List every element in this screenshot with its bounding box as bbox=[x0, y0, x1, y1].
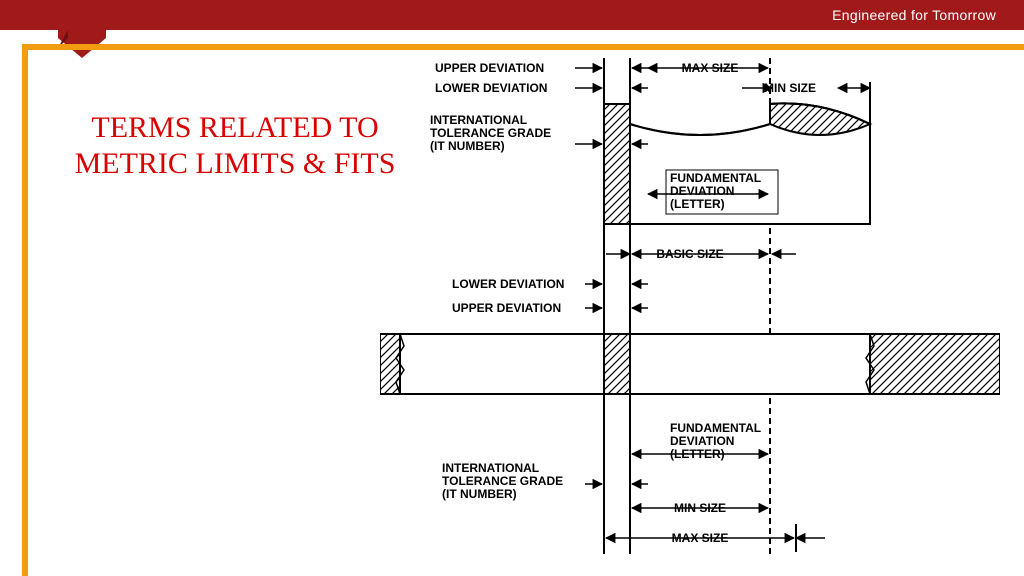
label-basic_size: BASIC SIZE bbox=[656, 247, 723, 261]
ribbon-icon bbox=[58, 30, 118, 70]
label-fund_dev_bottom: FUNDAMENTALDEVIATION(LETTER) bbox=[670, 421, 761, 461]
label-upper_deviation_top: UPPER DEVIATION bbox=[435, 61, 544, 75]
header-bar: Engineered for Tomorrow bbox=[0, 0, 1024, 30]
tolerance-diagram: UPPER DEVIATION LOWER DEVIATION INTERNATIO… bbox=[380, 54, 1000, 574]
label-min_size_bottom: MIN SIZE bbox=[674, 501, 726, 515]
label-lower_deviation_top: LOWER DEVIATION bbox=[435, 81, 547, 95]
label-upper_deviation_mid: UPPER DEVIATION bbox=[452, 301, 561, 315]
label-lower_deviation_mid: LOWER DEVIATION bbox=[452, 277, 564, 291]
top-accent-bar bbox=[22, 44, 1024, 50]
side-accent-bar bbox=[22, 50, 28, 576]
slide-title: TERMS RELATED TO METRIC LIMITS & FITS bbox=[50, 110, 420, 182]
label-intl_tol_top: INTERNATIONALTOLERANCE GRADE(IT NUMBER) bbox=[430, 113, 551, 153]
label-intl_tol_bottom: INTERNATIONALTOLERANCE GRADE(IT NUMBER) bbox=[442, 461, 563, 501]
label-max_size_top: MAX SIZE bbox=[682, 61, 739, 75]
label-min_size_top: MIN SIZE bbox=[764, 81, 816, 95]
label-max_size_bottom: MAX SIZE bbox=[672, 531, 729, 545]
header-tagline: Engineered for Tomorrow bbox=[832, 7, 996, 23]
